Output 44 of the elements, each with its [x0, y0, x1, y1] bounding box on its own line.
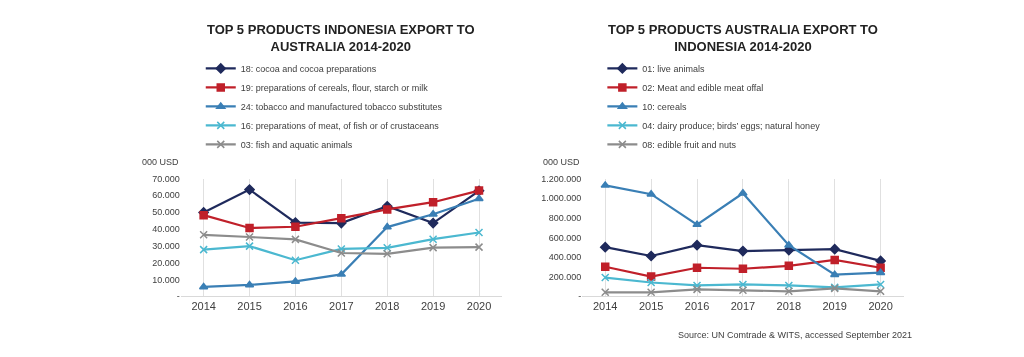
x-tick-label: 2017 — [329, 300, 354, 313]
x-tick-label: 2017 — [730, 300, 756, 313]
legend-label: 19: preparations of cereals, flour, starch or milk — [240, 82, 429, 93]
y-tick-label: 1.000.000 — [541, 193, 582, 204]
y-tick-label: 1.200.000 — [541, 173, 582, 184]
legend-label: 16: preparations of meat, of fish or of crustaceans — [240, 120, 440, 131]
y-tick-label: 30.000 — [152, 240, 180, 251]
y-tick-label: 600.000 — [548, 232, 582, 243]
y-tick-label: - — [176, 291, 180, 302]
x-tick-label: 2019 — [420, 300, 446, 313]
chart-title: TOP 5 PRODUCTS AUSTRALIA EXPORT TO INDONESIA 2014-2020 — [608, 22, 878, 54]
y-tick-label: 800.000 — [548, 212, 582, 223]
x-tick-label: 2020 — [868, 300, 893, 313]
y-tick-label: 400.000 — [548, 252, 582, 263]
legend-label: 02: Meat and edible meat offal — [642, 82, 764, 93]
y-tick-label: - — [578, 291, 582, 302]
legend-label: 08: edible fruit and nuts — [642, 139, 737, 150]
y-axis-title: 000 USD — [142, 157, 180, 167]
y-tick-label: 60.000 — [152, 190, 180, 201]
legend-label: 10: cereals — [642, 101, 687, 112]
y-tick-label: 20.000 — [152, 257, 180, 268]
legend-label: 01: live animals — [642, 63, 705, 74]
legend-label: 24: tobacco and manufactured tobacco substitutes — [240, 101, 443, 112]
x-tick-label: 2019 — [822, 300, 847, 313]
legend-label: 18: cocoa and cocoa preparations — [240, 63, 377, 74]
x-tick-label: 2015 — [237, 300, 262, 313]
x-tick-label: 2016 — [283, 300, 308, 313]
legend-label: 04: dairy produce; birds’ eggs; natural honey — [642, 120, 821, 131]
x-tick-label: 2020 — [466, 300, 492, 313]
x-tick-label: 2015 — [638, 300, 664, 313]
y-tick-label: 10.000 — [152, 274, 180, 285]
source-note: Source: UN Comtrade & WITS, accessed September 2021 — [678, 330, 913, 340]
y-tick-label: 40.000 — [152, 224, 180, 235]
y-axis-title: 000 USD — [543, 157, 581, 167]
y-tick-label: 70.000 — [152, 173, 180, 184]
x-tick-label: 2014 — [592, 300, 618, 313]
x-tick-label: 2016 — [684, 300, 710, 313]
legend-label: 03: fish and aquatic animals — [240, 139, 353, 150]
chart-title: TOP 5 PRODUCTS INDONESIA EXPORT TO AUSTRALIA 2014-2020 — [207, 22, 475, 54]
x-tick-label: 2018 — [776, 300, 802, 313]
x-tick-label: 2014 — [191, 300, 216, 313]
x-tick-label: 2018 — [374, 300, 400, 313]
y-tick-label: 50.000 — [152, 207, 180, 218]
y-tick-label: 200.000 — [548, 271, 582, 282]
